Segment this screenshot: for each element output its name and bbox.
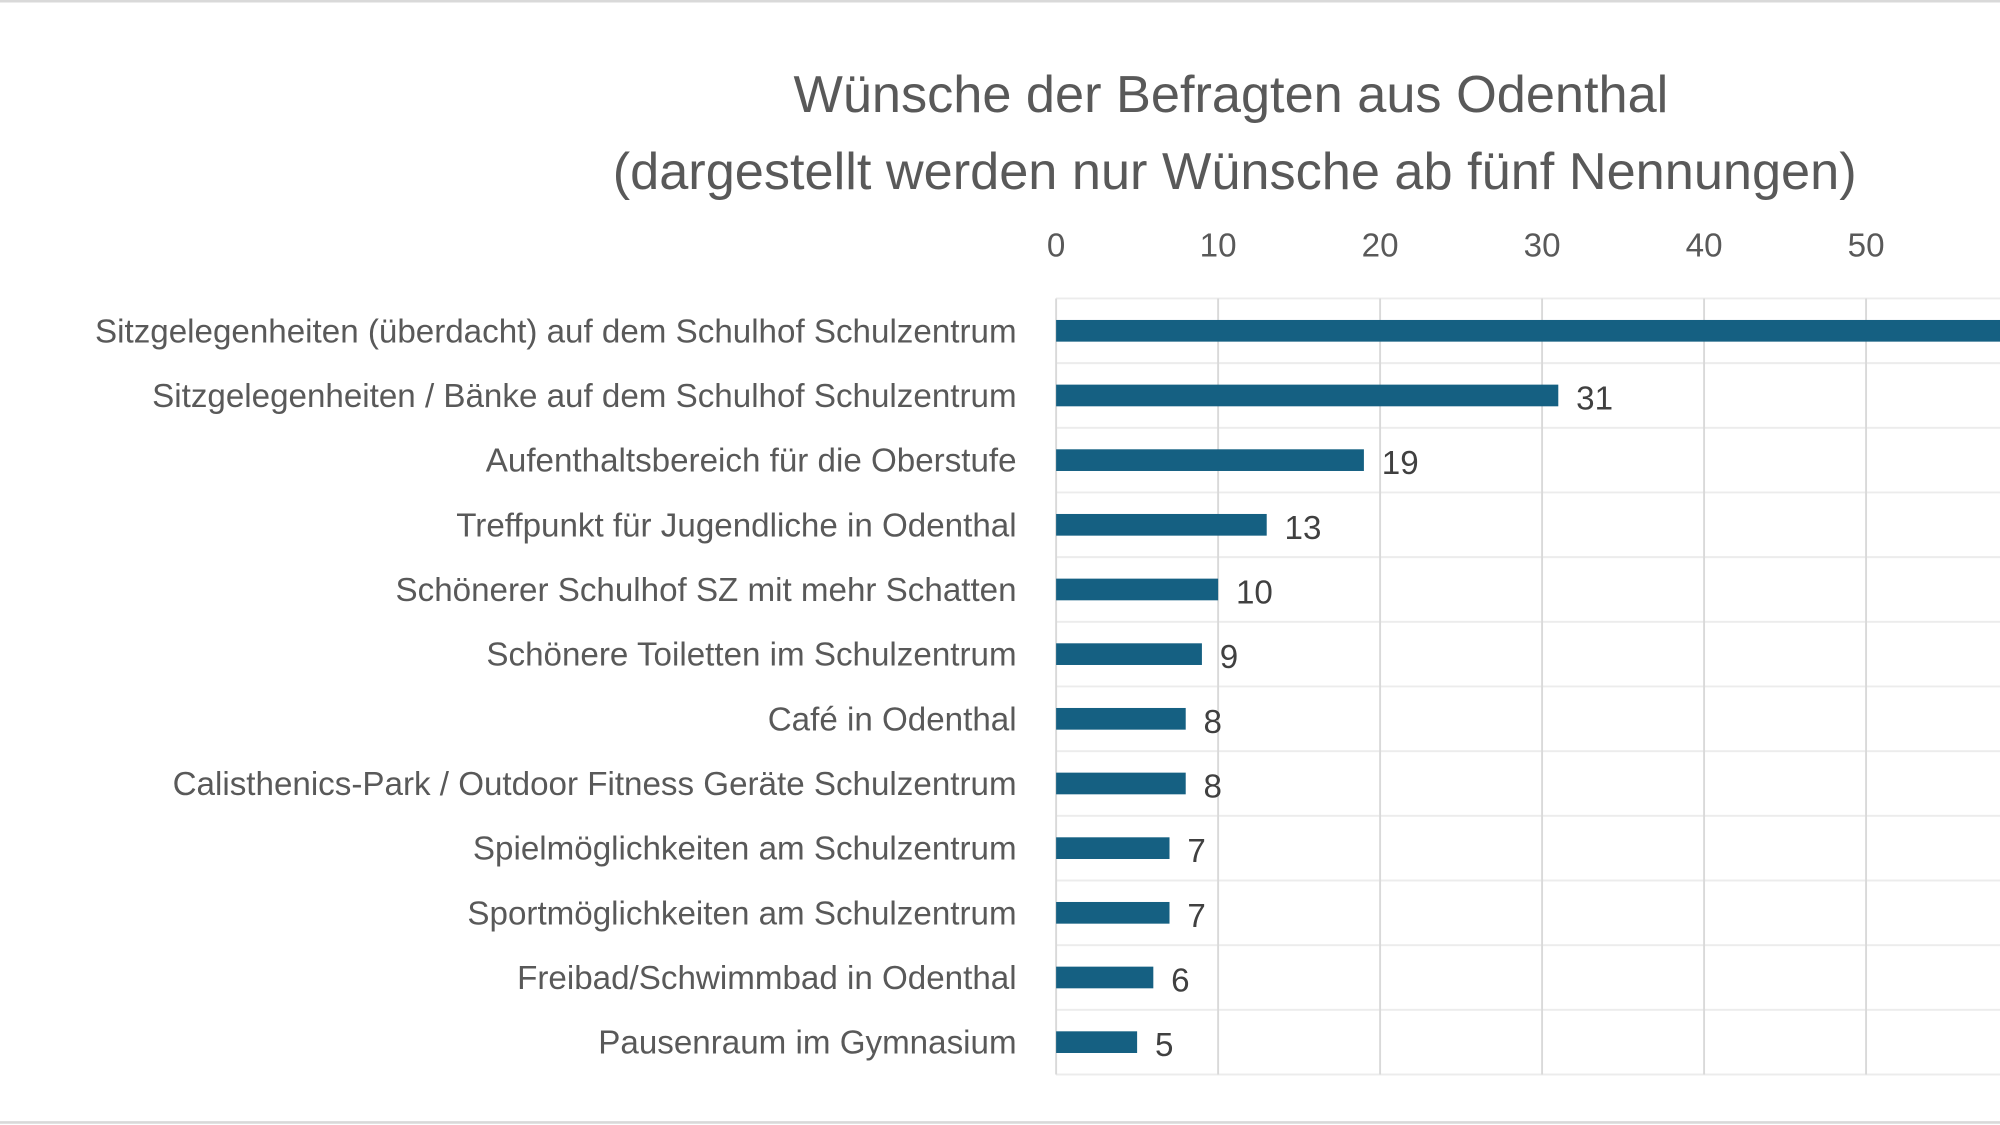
- data-label: 31: [1576, 381, 1613, 418]
- bar: [1056, 707, 1186, 730]
- category-label: Sportmöglichkeiten am Schulzentrum: [467, 895, 1016, 932]
- category-label: Schönere Toiletten im Schulzentrum: [486, 637, 1016, 674]
- x-tick-label: 20: [1362, 227, 1399, 264]
- bar: [1056, 643, 1202, 665]
- bar: [1056, 772, 1186, 795]
- data-label: 6: [1171, 963, 1189, 1000]
- bar: [1056, 578, 1219, 601]
- category-label: Treffpunkt für Jugendliche in Odenthal: [456, 507, 1016, 544]
- category-label: Café in Odenthal: [768, 701, 1017, 738]
- bar: [1056, 901, 1170, 924]
- data-label: 9: [1220, 639, 1238, 676]
- x-tick-label: 40: [1686, 227, 1723, 264]
- bar: [1056, 1031, 1138, 1053]
- category-label: Spielmöglichkeiten am Schulzentrum: [473, 831, 1017, 868]
- data-label: 10: [1236, 575, 1273, 612]
- x-tick-label: 0: [1047, 227, 1065, 264]
- data-label: 7: [1187, 898, 1205, 935]
- category-label: Schönerer Schulhof SZ mit mehr Schatten: [396, 572, 1017, 609]
- data-label: 5: [1155, 1027, 1173, 1064]
- bar: [1056, 513, 1267, 536]
- bar: [1056, 966, 1154, 989]
- x-tick-label: 10: [1200, 227, 1237, 264]
- category-label: Calisthenics-Park / Outdoor Fitness Gerä…: [173, 766, 1017, 803]
- chart-subtitle: (dargestellt werden nur Wünsche ab fünf …: [613, 143, 1857, 201]
- x-tick-label: 50: [1848, 227, 1885, 264]
- bar: [1056, 449, 1364, 471]
- category-label: Freibad/Schwimmbad in Odenthal: [517, 960, 1016, 997]
- data-label: 13: [1285, 510, 1322, 547]
- category-label: Aufenthaltsbereich für die Oberstufe: [486, 443, 1017, 480]
- data-label: 19: [1382, 445, 1419, 482]
- category-label: Sitzgelegenheiten / Bänke auf dem Schulh…: [152, 378, 1016, 415]
- x-tick-label: 30: [1524, 227, 1561, 264]
- data-label: 7: [1187, 833, 1205, 870]
- chart-title: Wünsche der Befragten aus Odenthal: [793, 66, 1668, 124]
- data-label: 8: [1204, 769, 1222, 806]
- category-label: Pausenraum im Gymnasium: [598, 1025, 1016, 1062]
- category-label: Sitzgelegenheiten (überdacht) auf dem Sc…: [95, 313, 1017, 350]
- bar: [1056, 384, 1559, 407]
- bar: [1056, 837, 1170, 859]
- data-label: 8: [1204, 704, 1222, 741]
- bar: [1056, 319, 2000, 342]
